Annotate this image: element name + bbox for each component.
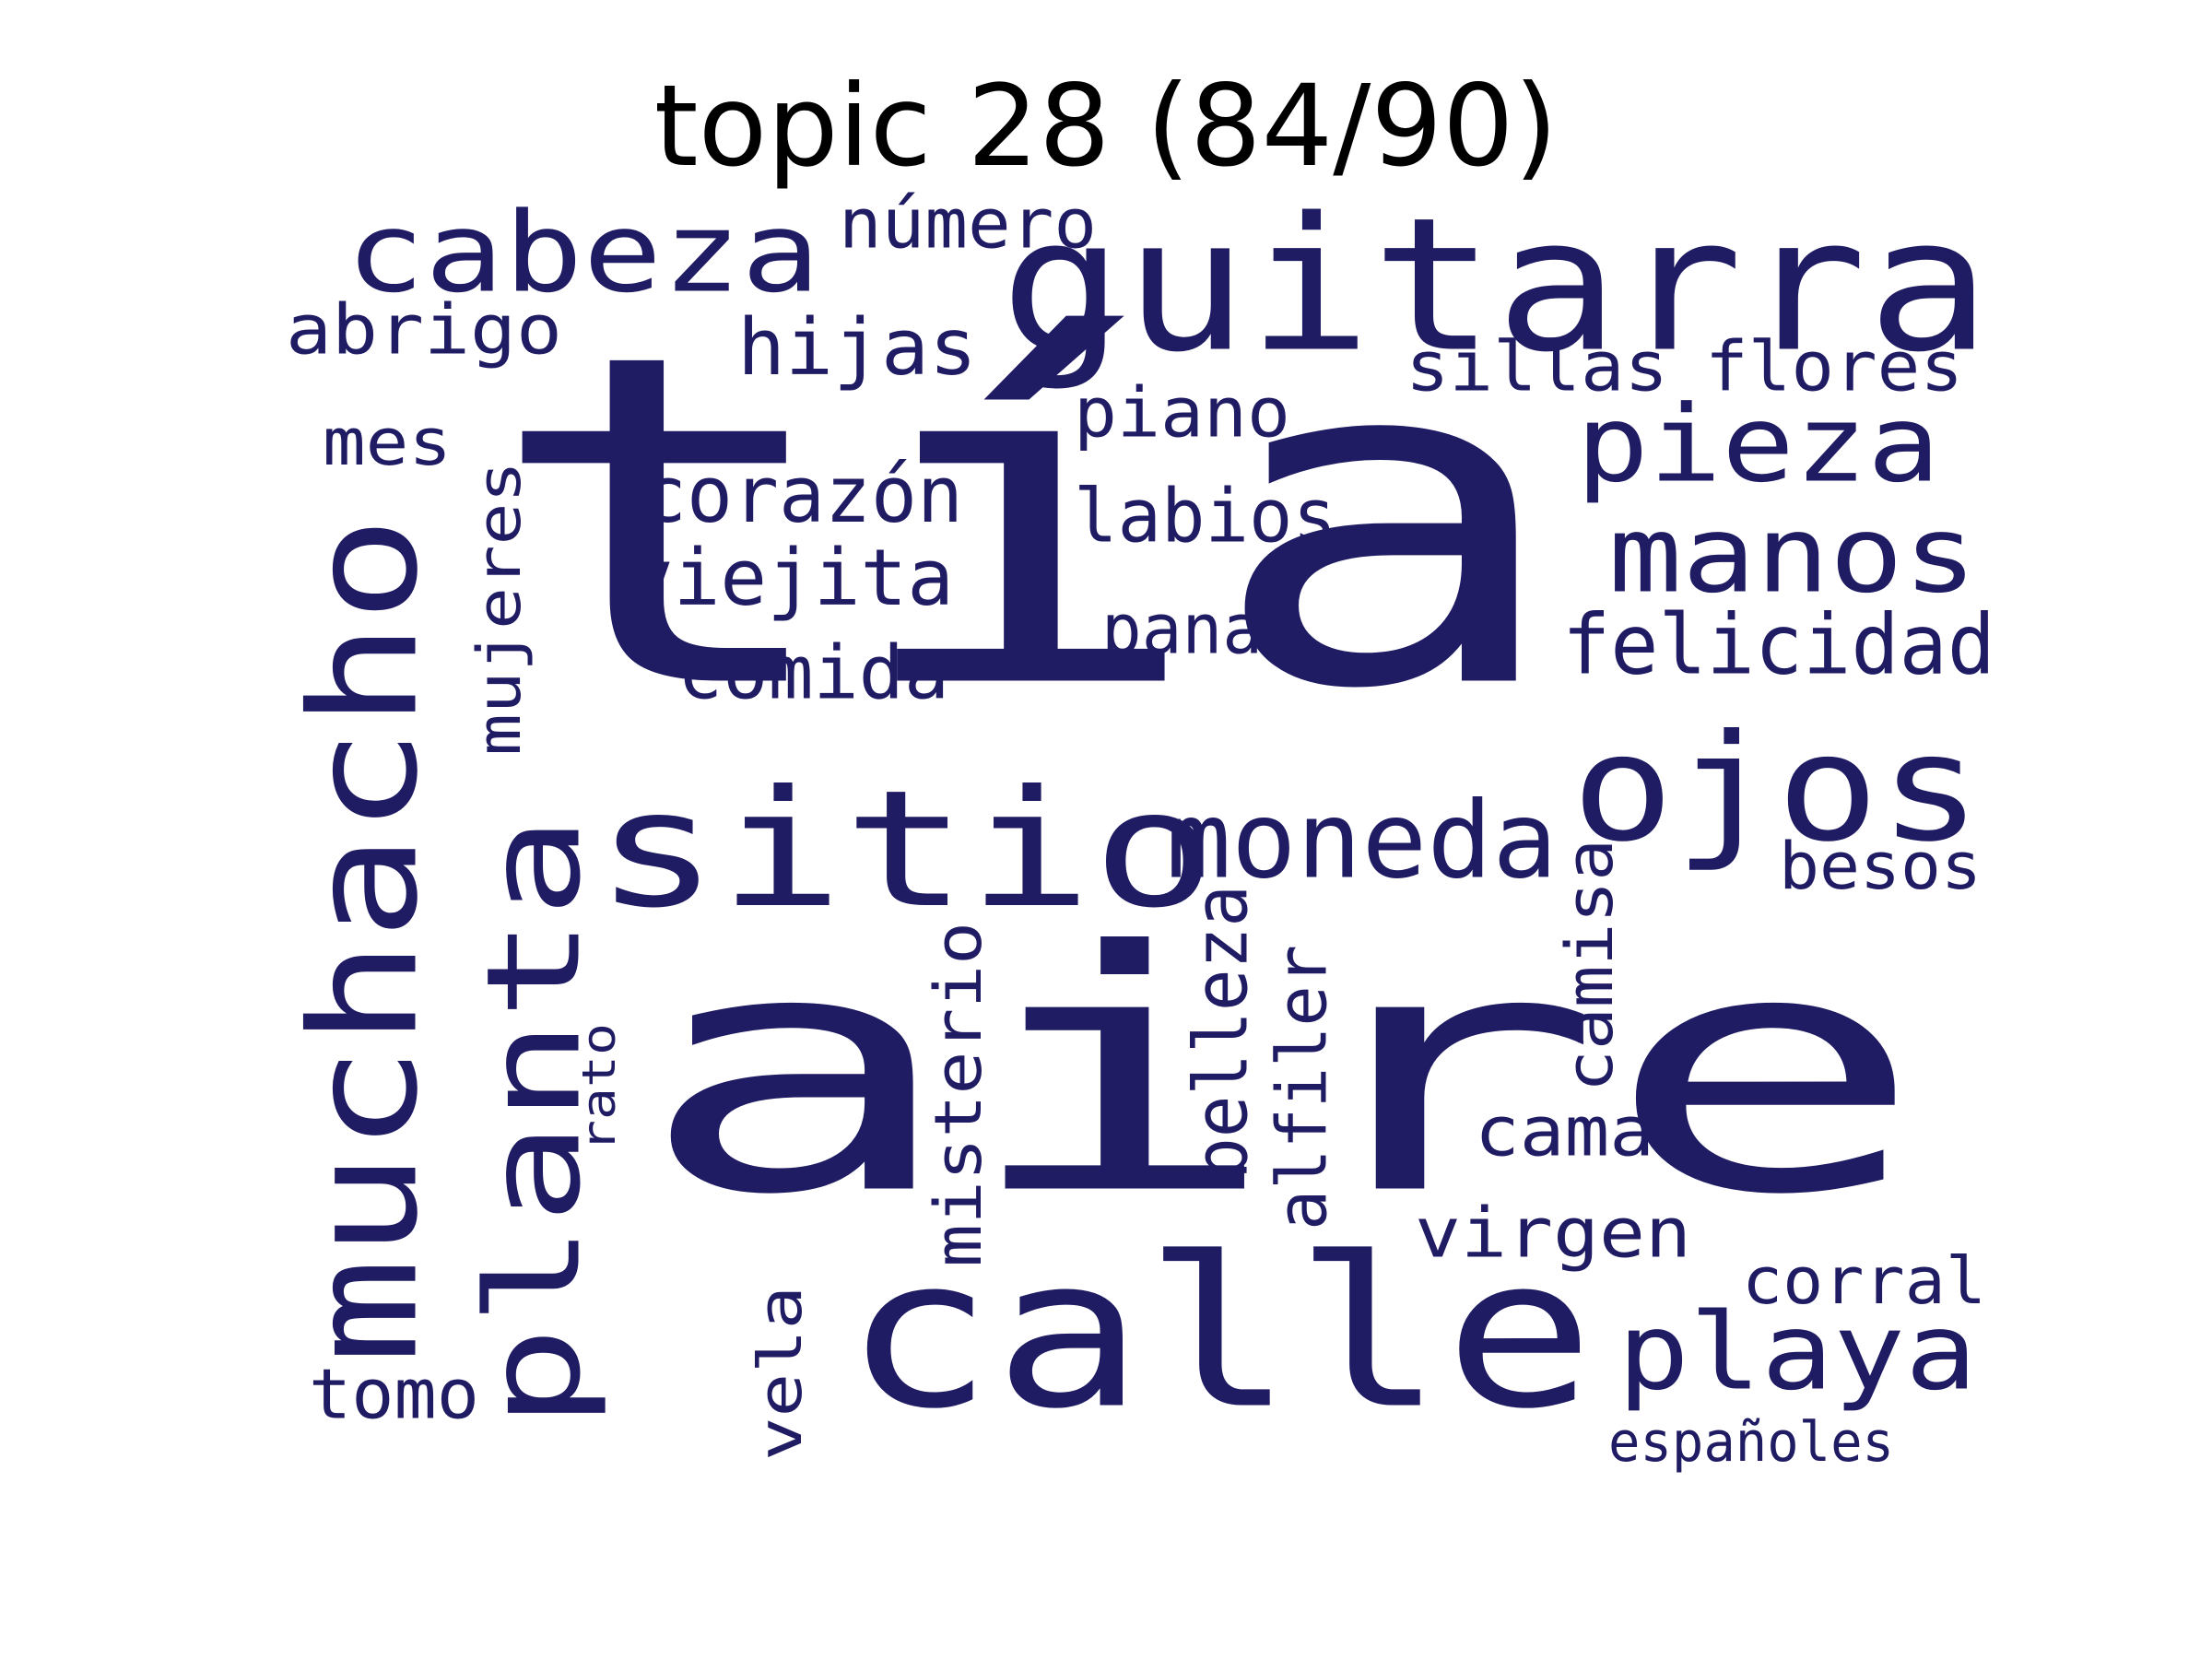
- word-tia: tía: [484, 258, 1567, 789]
- word-labios: labios: [1074, 474, 1336, 559]
- word-aire: aire: [636, 881, 1926, 1267]
- word-sillas: sillas: [1406, 326, 1668, 407]
- word-belleza: belleza: [1179, 885, 1265, 1180]
- word-espanoles: españoles: [1608, 1410, 1894, 1475]
- word-moneda: moneda: [1166, 780, 1558, 903]
- word-playa: playa: [1618, 1291, 1977, 1415]
- word-felicidad: felicidad: [1562, 597, 1995, 694]
- word-corazon: corazón: [641, 450, 963, 541]
- word-viejita: viejita: [627, 533, 954, 624]
- word-virgen: virgen: [1415, 1193, 1691, 1274]
- word-corral: corral: [1742, 1243, 1986, 1319]
- word-camisa: camisa: [1552, 839, 1628, 1092]
- word-misterio: misterio: [921, 922, 996, 1267]
- word-mes: mes: [323, 405, 452, 480]
- word-pana: pana: [1101, 589, 1263, 670]
- word-vela: vela: [747, 1286, 816, 1461]
- word-comida: comida: [677, 630, 949, 716]
- word-flores: flores: [1705, 326, 1963, 407]
- word-ojos: ojos: [1571, 702, 1982, 875]
- word-tomo: tomo: [309, 1354, 479, 1435]
- word-rato: rato: [572, 1023, 626, 1152]
- word-hijas: hijas: [737, 302, 977, 394]
- word-abrigo: abrigo: [286, 289, 562, 371]
- word-pieza: pieza: [1576, 383, 1940, 507]
- word-cabeza: cabeza: [346, 190, 820, 318]
- word-numero: número: [839, 183, 1097, 265]
- word-mujeres: mujeres: [465, 461, 535, 756]
- word-calle: calle: [843, 1214, 1594, 1455]
- word-planta: planta: [460, 816, 610, 1429]
- word-muchacho: muchacho: [278, 516, 451, 1364]
- page-title: topic 28 (84/90): [653, 61, 1559, 192]
- word-guitarra: guitarra: [1000, 179, 1991, 394]
- word-alfiler: alfiler: [1262, 945, 1343, 1230]
- word-sitio: sitio: [594, 757, 1217, 944]
- word-besos: besos: [1779, 829, 1982, 904]
- word-cama: cama: [1475, 1091, 1654, 1172]
- word-manos: manos: [1608, 494, 1977, 618]
- word-piano: piano: [1074, 372, 1290, 453]
